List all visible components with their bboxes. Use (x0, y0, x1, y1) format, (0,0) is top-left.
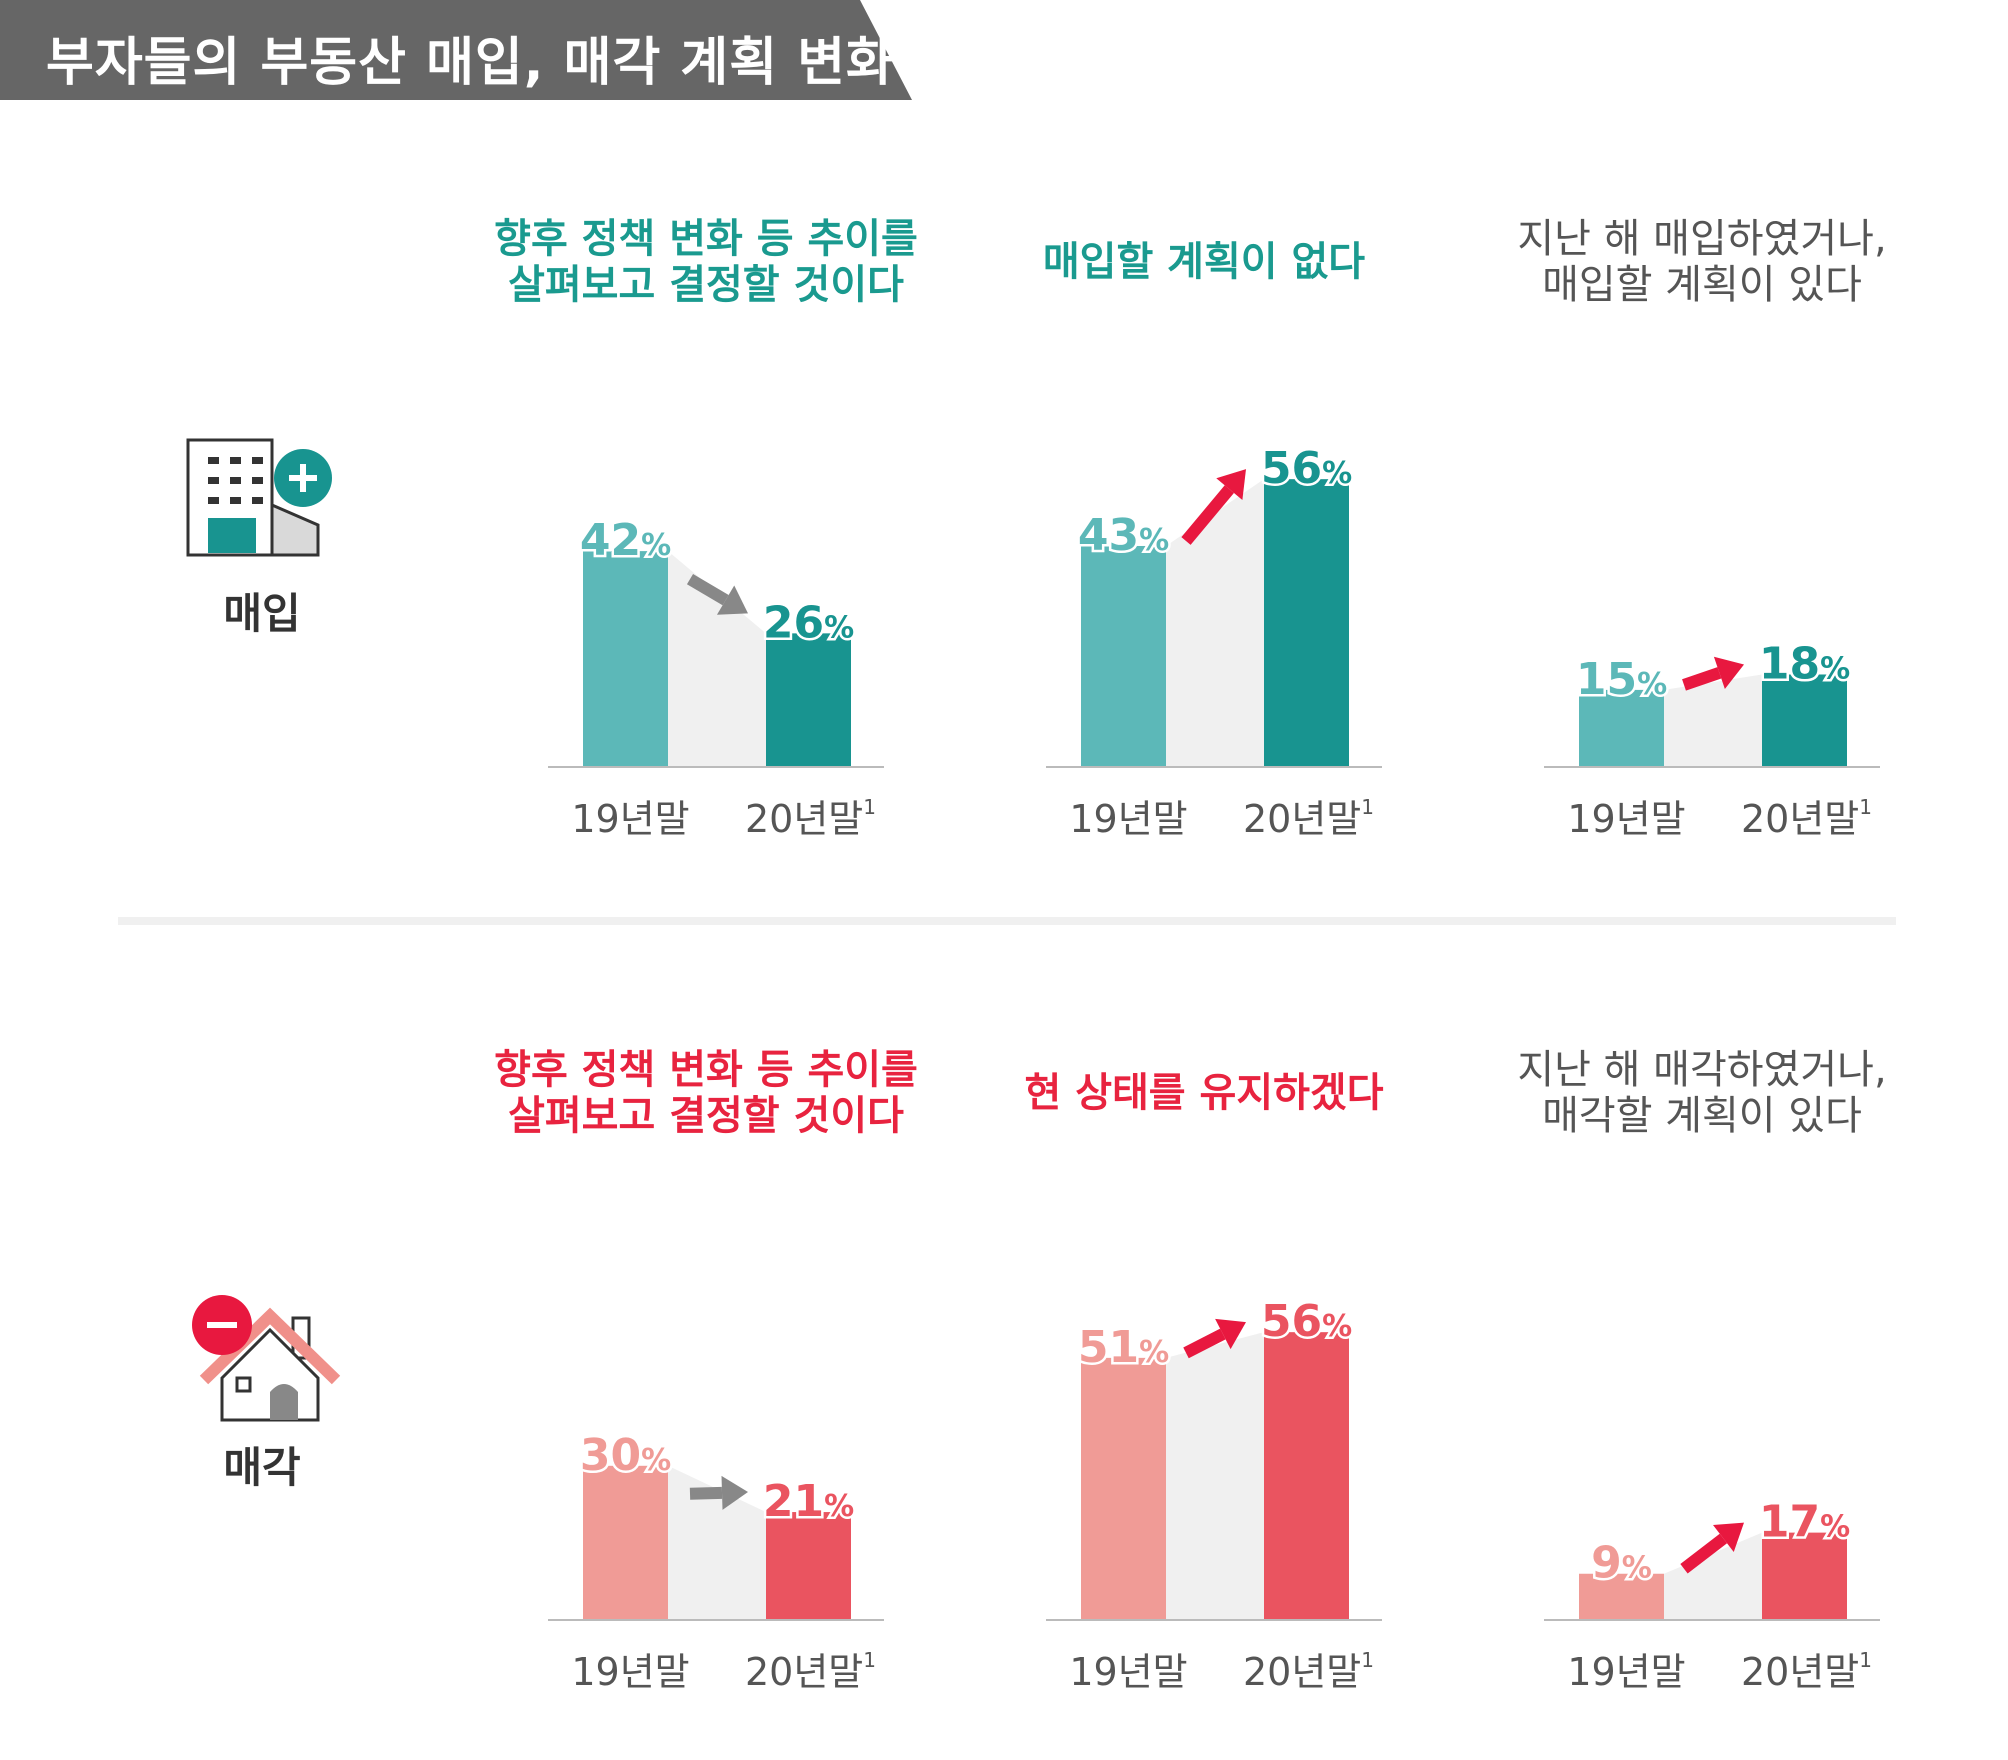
chart-title-line: 매각할 계획이 있다 (1542, 1093, 1862, 1139)
title-banner (0, 0, 912, 100)
value-label-20: 21% (763, 1476, 854, 1527)
building-plus-icon (186, 438, 332, 557)
category-label: 19년말 (1069, 797, 1187, 841)
chart-title-line: 매입할 계획이 있다 (1542, 262, 1862, 308)
bar-20 (766, 1512, 851, 1620)
bar-19 (583, 551, 668, 767)
category-label: 20년말1 (1741, 795, 1872, 841)
house-minus-icon (192, 1295, 341, 1422)
value-label-19: 42% (580, 515, 671, 566)
category-label: 19년말 (571, 797, 689, 841)
chart-title-line: 지난 해 매입하였거나, (1517, 216, 1886, 262)
chart-3: 지난 해 매입하였거나,매입할 계획이 있다 15% 18% 19년말 20년말1 (1517, 216, 1886, 841)
value-label-19: 51% (1078, 1322, 1169, 1373)
bar-19 (1081, 1357, 1166, 1620)
value-label-19: 30% (580, 1430, 671, 1481)
category-label: 20년말1 (1243, 795, 1374, 841)
value-label-20: 56% (1261, 1296, 1352, 1347)
connector-band (668, 551, 766, 767)
trend-arrow-up-shaft (1680, 1533, 1728, 1574)
trend-arrow-up-shaft (1181, 485, 1234, 545)
category-label: 20년말1 (745, 1648, 876, 1694)
trend-arrow-up-shaft (1183, 1328, 1226, 1359)
category-label: 19년말 (571, 1650, 689, 1694)
bar-19 (583, 1465, 668, 1620)
trend-arrow-down-shaft (686, 573, 729, 606)
trend-arrow-up-head (1215, 1318, 1246, 1350)
bar-20 (1264, 1332, 1349, 1620)
value-label-19: 43% (1078, 510, 1169, 561)
category-label: 19년말 (1069, 1650, 1187, 1694)
chart-2: 매입할 계획이 없다 43% 56% 19년말 20년말1 (1043, 239, 1382, 841)
chart-title-line: 현 상태를 유지하겠다 (1024, 1070, 1383, 1116)
chart-title-line: 지난 해 매각하였거나, (1517, 1047, 1886, 1093)
value-label-20: 18% (1759, 638, 1850, 689)
value-label-19: 9% (1591, 1538, 1652, 1589)
bar-19 (1579, 1573, 1664, 1620)
bar-19 (1081, 545, 1166, 767)
connector-band (1664, 674, 1762, 767)
connector-band (1664, 1532, 1762, 1620)
category-label: 20년말1 (1243, 1648, 1374, 1694)
value-label-20: 26% (763, 597, 854, 648)
chart-title-line: 향후 정책 변화 등 추이를 (494, 1047, 918, 1093)
trend-arrow-up-head (1713, 1522, 1744, 1552)
chart-5: 현 상태를 유지하겠다 51% 56% 19년말 20년말1 (1024, 1070, 1383, 1694)
chart-title-line: 살펴보고 결정할 것이다 (508, 262, 904, 308)
category-label: 19년말 (1567, 797, 1685, 841)
value-label-19: 15% (1576, 654, 1667, 705)
category-label: 20년말1 (745, 795, 876, 841)
chart-title-line: 매입할 계획이 없다 (1043, 239, 1365, 285)
trend-arrow-up-head (1713, 656, 1744, 689)
chart-6: 지난 해 매각하였거나,매각할 계획이 있다 9% 17% 19년말 20년말1 (1517, 1047, 1886, 1694)
section-label-sell: 매각 (223, 1443, 300, 1492)
trend-arrow-down-head (721, 1475, 748, 1510)
connector-band (1166, 479, 1264, 767)
trend-arrow-down-shaft (689, 1486, 723, 1500)
bar-20 (766, 633, 851, 767)
trend-arrow-up-head (1216, 469, 1246, 501)
section-label-buy: 매입 (223, 589, 300, 638)
connector-band (668, 1465, 766, 1620)
chart-title-line: 향후 정책 변화 등 추이를 (494, 216, 918, 262)
trend-arrow-up-shaft (1682, 667, 1722, 691)
category-label: 19년말 (1567, 1650, 1685, 1694)
bar-20 (1762, 1532, 1847, 1620)
bar-19 (1579, 689, 1664, 767)
value-label-20: 17% (1759, 1497, 1850, 1548)
section-divider (118, 917, 1896, 925)
value-label-20: 56% (1261, 443, 1352, 494)
bar-20 (1264, 479, 1349, 767)
trend-arrow-down-head (716, 585, 748, 615)
category-label: 20년말1 (1741, 1648, 1872, 1694)
bar-20 (1762, 674, 1847, 767)
page-title: 부자들의 부동산 매입, 매각 계획 변화 (46, 33, 895, 93)
chart-title-line: 살펴보고 결정할 것이다 (508, 1093, 904, 1139)
connector-band (1166, 1332, 1264, 1620)
